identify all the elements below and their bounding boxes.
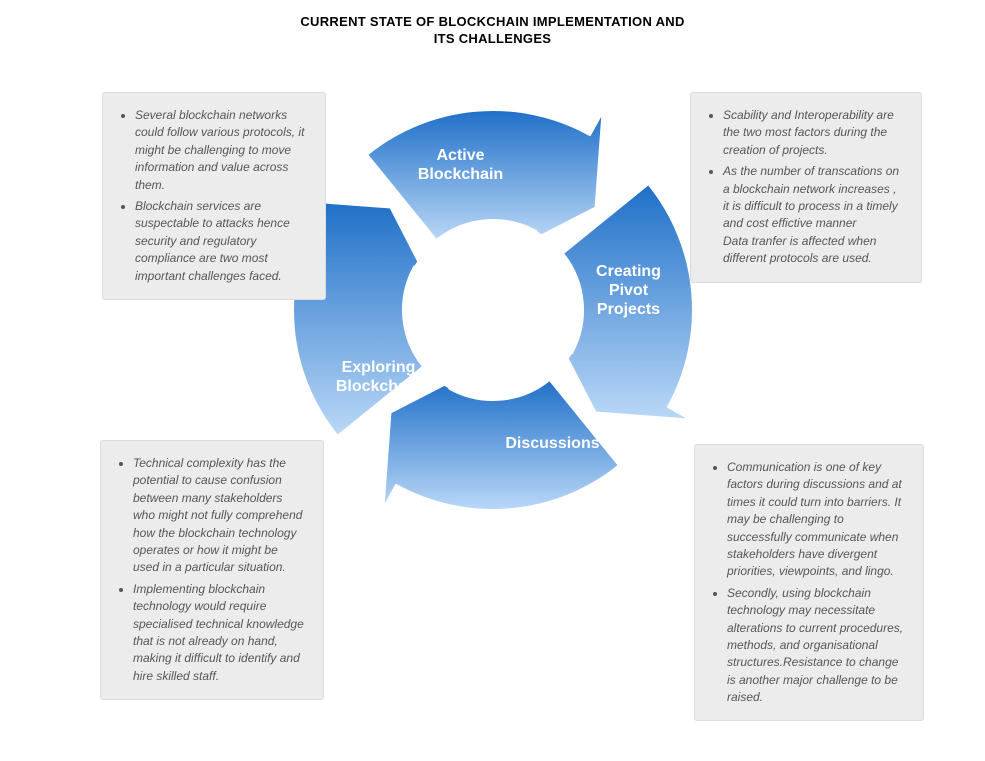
list-item: Communication is one of key factors duri… — [727, 459, 907, 581]
title-line1: CURRENT STATE OF BLOCKCHAIN IMPLEMENTATI… — [300, 14, 684, 29]
list-item: Blockchain services are suspectable to a… — [135, 198, 309, 285]
list-item: Technical complexity has the potential t… — [133, 455, 307, 577]
info-list: Several blockchain networks could follow… — [113, 107, 309, 285]
list-item: Secondly, using blockchain technology ma… — [727, 585, 907, 707]
list-item: Implementing blockchain technology would… — [133, 581, 307, 685]
title-line2: ITS CHALLENGES — [434, 31, 552, 46]
info-box-creating-pivot-projects: Scability and Interoperability are the t… — [690, 92, 922, 283]
info-list: Technical complexity has the potential t… — [111, 455, 307, 685]
info-box-active-blockchain: Several blockchain networks could follow… — [102, 92, 326, 300]
list-item: Scability and Interoperability are the t… — [723, 107, 905, 159]
info-list: Scability and Interoperability are the t… — [701, 107, 905, 268]
cycle-diagram: ActiveBlockchain CreatingPivotProjects D… — [293, 110, 693, 510]
list-item: Several blockchain networks could follow… — [135, 107, 309, 194]
info-box-exploring-blockchain: Technical complexity has the potential t… — [100, 440, 324, 700]
cycle-svg — [293, 110, 693, 510]
list-item: As the number of transcations on a block… — [723, 163, 905, 267]
info-list: Communication is one of key factors duri… — [705, 459, 907, 706]
page-title: CURRENT STATE OF BLOCKCHAIN IMPLEMENTATI… — [300, 14, 684, 48]
cycle-center — [403, 220, 583, 400]
info-box-discussions: Communication is one of key factors duri… — [694, 444, 924, 721]
